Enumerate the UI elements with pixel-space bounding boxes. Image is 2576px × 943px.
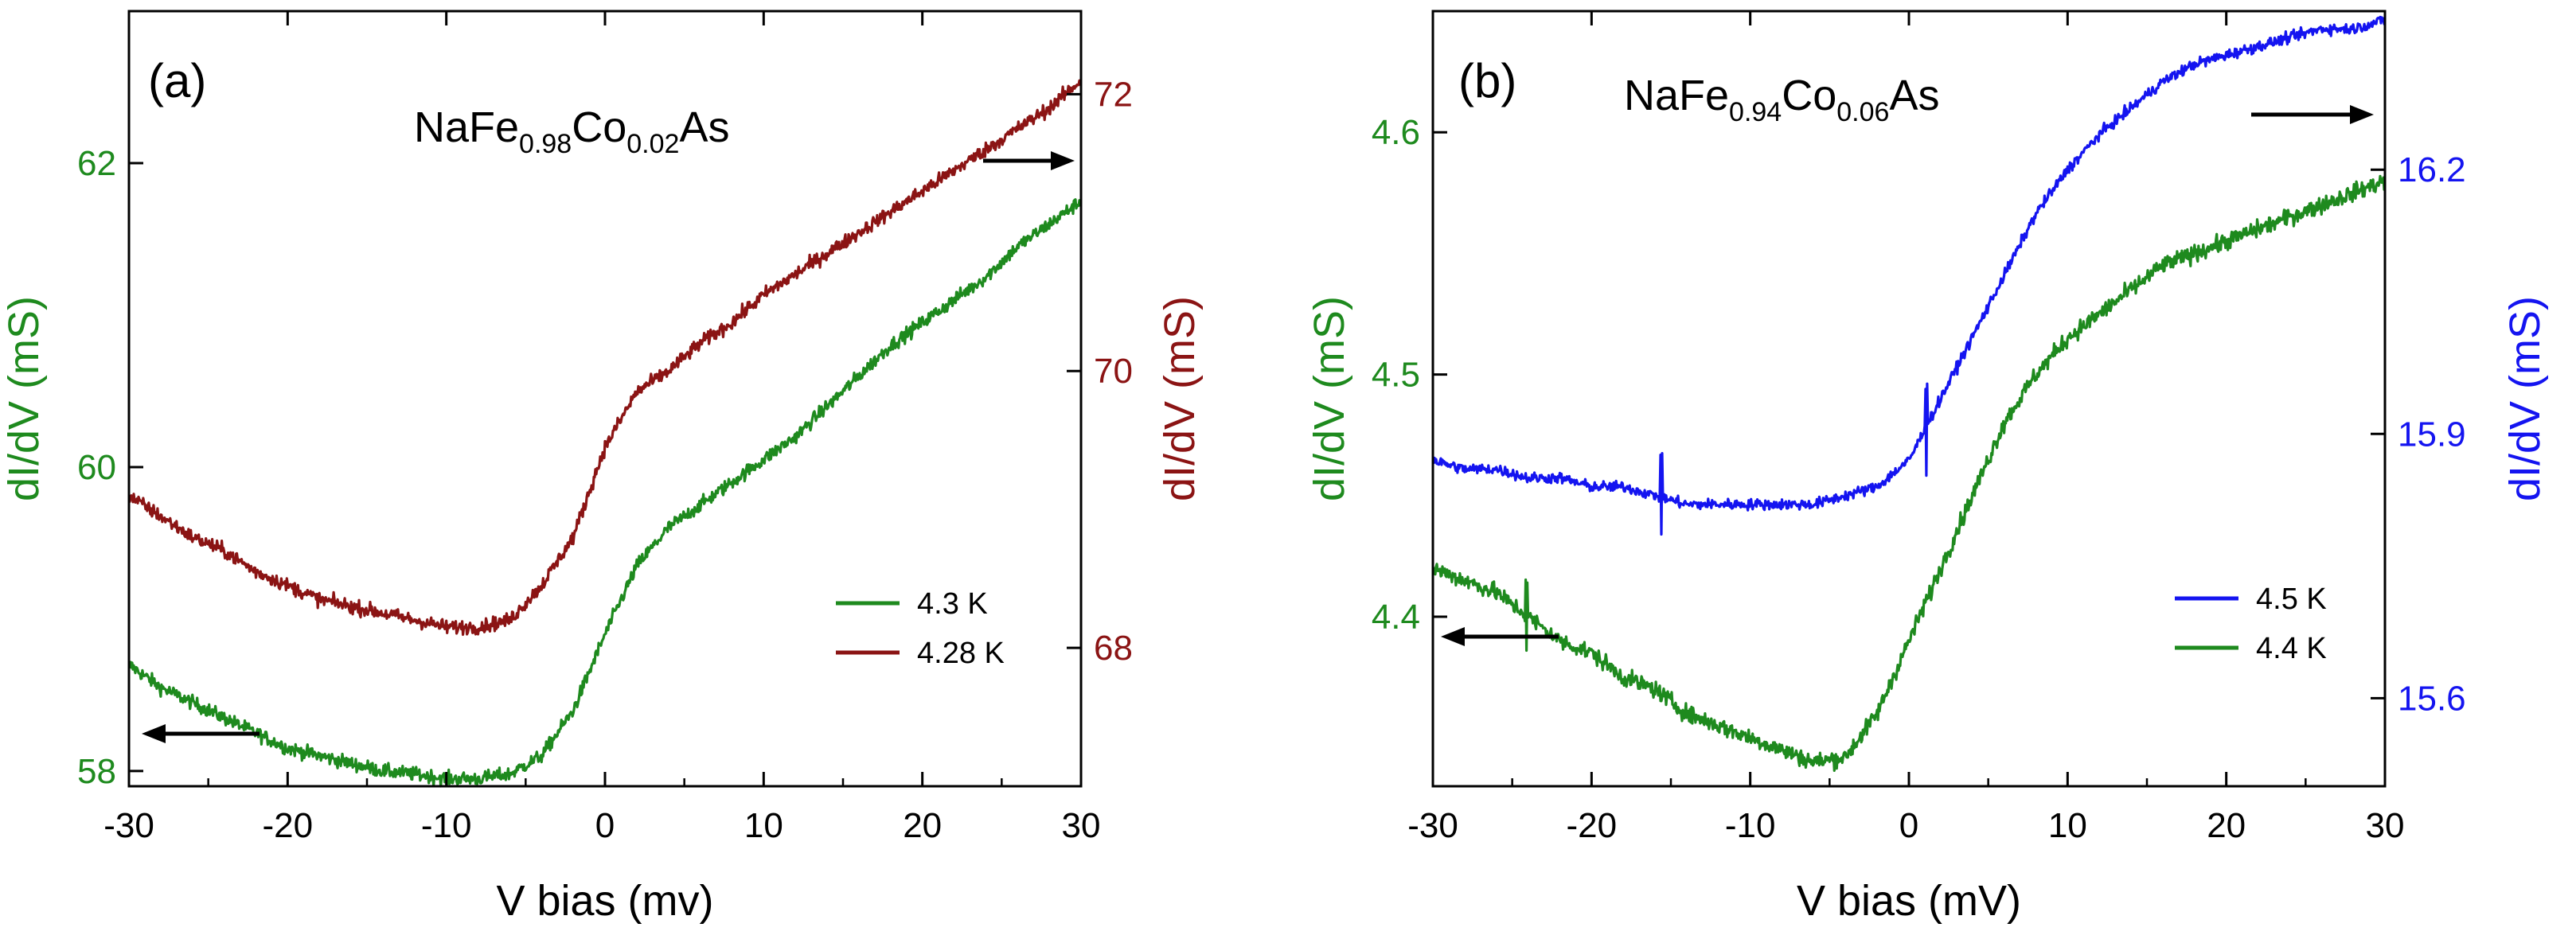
y-left-axis-title: dI/dV (mS) xyxy=(0,296,48,501)
compound-title: NaFe0.98Co0.02As xyxy=(414,103,729,159)
legend-label: 4.5 K xyxy=(2256,583,2327,616)
y-left-tick-label: 4.6 xyxy=(1372,113,1420,152)
x-tick-label: 10 xyxy=(2048,806,2087,845)
x-tick-label: 30 xyxy=(1062,806,1101,845)
y-left-tick-label: 4.4 xyxy=(1372,598,1420,637)
y-right-tick-label: 16.2 xyxy=(2398,150,2466,189)
x-axis-title: V bias (mv) xyxy=(496,877,713,925)
legend-label: 4.28 K xyxy=(917,637,1005,670)
y-left-tick-label: 62 xyxy=(77,144,116,183)
y-right-tick-label: 68 xyxy=(1094,629,1133,668)
right-axis-arrow-icon xyxy=(2350,105,2374,124)
panel-b: -30 -20 -10 0 10 20 30 4.4 4.5 4.6 15.6 15.9 16.2 V b… xyxy=(1306,10,2549,925)
x-tick-label: -20 xyxy=(263,806,314,845)
title-part: NaFe xyxy=(414,103,519,151)
title-part: Co xyxy=(1782,72,1836,119)
left-axis-arrow-icon xyxy=(1441,627,1465,646)
title-part: NaFe xyxy=(1624,72,1729,119)
y-left-tick-label: 60 xyxy=(77,448,116,487)
title-subscript: 0.02 xyxy=(626,129,679,159)
y-left-axis-title: dI/dV (mS) xyxy=(1306,296,1353,501)
title-part: Co xyxy=(572,103,626,151)
y-right-tick-label: 15.9 xyxy=(2398,415,2466,454)
right-axis-arrow-icon xyxy=(1051,151,1075,170)
compound-title: NaFe0.94Co0.06As xyxy=(1624,72,1939,127)
title-part: As xyxy=(679,103,729,151)
panel-label: (a) xyxy=(148,54,206,107)
y-right-tick-label: 72 xyxy=(1094,75,1133,114)
x-tick-label: 20 xyxy=(2207,806,2246,845)
y-left-tick-label: 58 xyxy=(77,752,116,791)
title-subscript: 0.94 xyxy=(1729,97,1782,127)
plot-frame xyxy=(1431,10,2387,788)
series-line-4-28-K xyxy=(127,79,1083,637)
series-line-4-5-K xyxy=(1432,15,2387,536)
panel-label: (b) xyxy=(1458,54,1516,107)
x-tick-label: -10 xyxy=(421,806,472,845)
x-tick-label: 30 xyxy=(2366,806,2405,845)
series-line-4-4-K xyxy=(1432,174,2387,772)
legend-label: 4.4 K xyxy=(2256,632,2327,665)
x-tick-label: -30 xyxy=(1407,806,1458,845)
y-left-tick-label: 4.5 xyxy=(1372,356,1420,395)
x-tick-label: -20 xyxy=(1567,806,1618,845)
legend-label: 4.3 K xyxy=(917,587,988,621)
title-subscript: 0.06 xyxy=(1836,97,1889,127)
x-tick-label: 20 xyxy=(903,806,942,845)
x-tick-label: 0 xyxy=(595,806,615,845)
left-axis-arrow-icon xyxy=(142,724,166,743)
y-right-axis-title: dI/dV (mS) xyxy=(1156,296,1204,501)
x-axis-title: V bias (mV) xyxy=(1797,877,2021,925)
title-subscript: 0.98 xyxy=(519,129,572,159)
x-tick-label: 0 xyxy=(1899,806,1918,845)
x-tick-label: -30 xyxy=(103,806,154,845)
x-tick-label: 10 xyxy=(744,806,783,845)
y-right-tick-label: 70 xyxy=(1094,352,1133,391)
series-group xyxy=(1432,15,2387,772)
series-group xyxy=(127,79,1083,788)
title-part: As xyxy=(1889,72,1939,119)
series-line-4-3-K xyxy=(127,198,1083,788)
y-right-axis-title: dI/dV (mS) xyxy=(2501,296,2549,501)
y-right-tick-label: 15.6 xyxy=(2398,679,2466,718)
panel-a: -30 -20 -10 0 10 20 30 58 60 62 68 70 72 V bias (mv) d… xyxy=(0,10,1204,925)
x-tick-label: -10 xyxy=(1725,806,1776,845)
